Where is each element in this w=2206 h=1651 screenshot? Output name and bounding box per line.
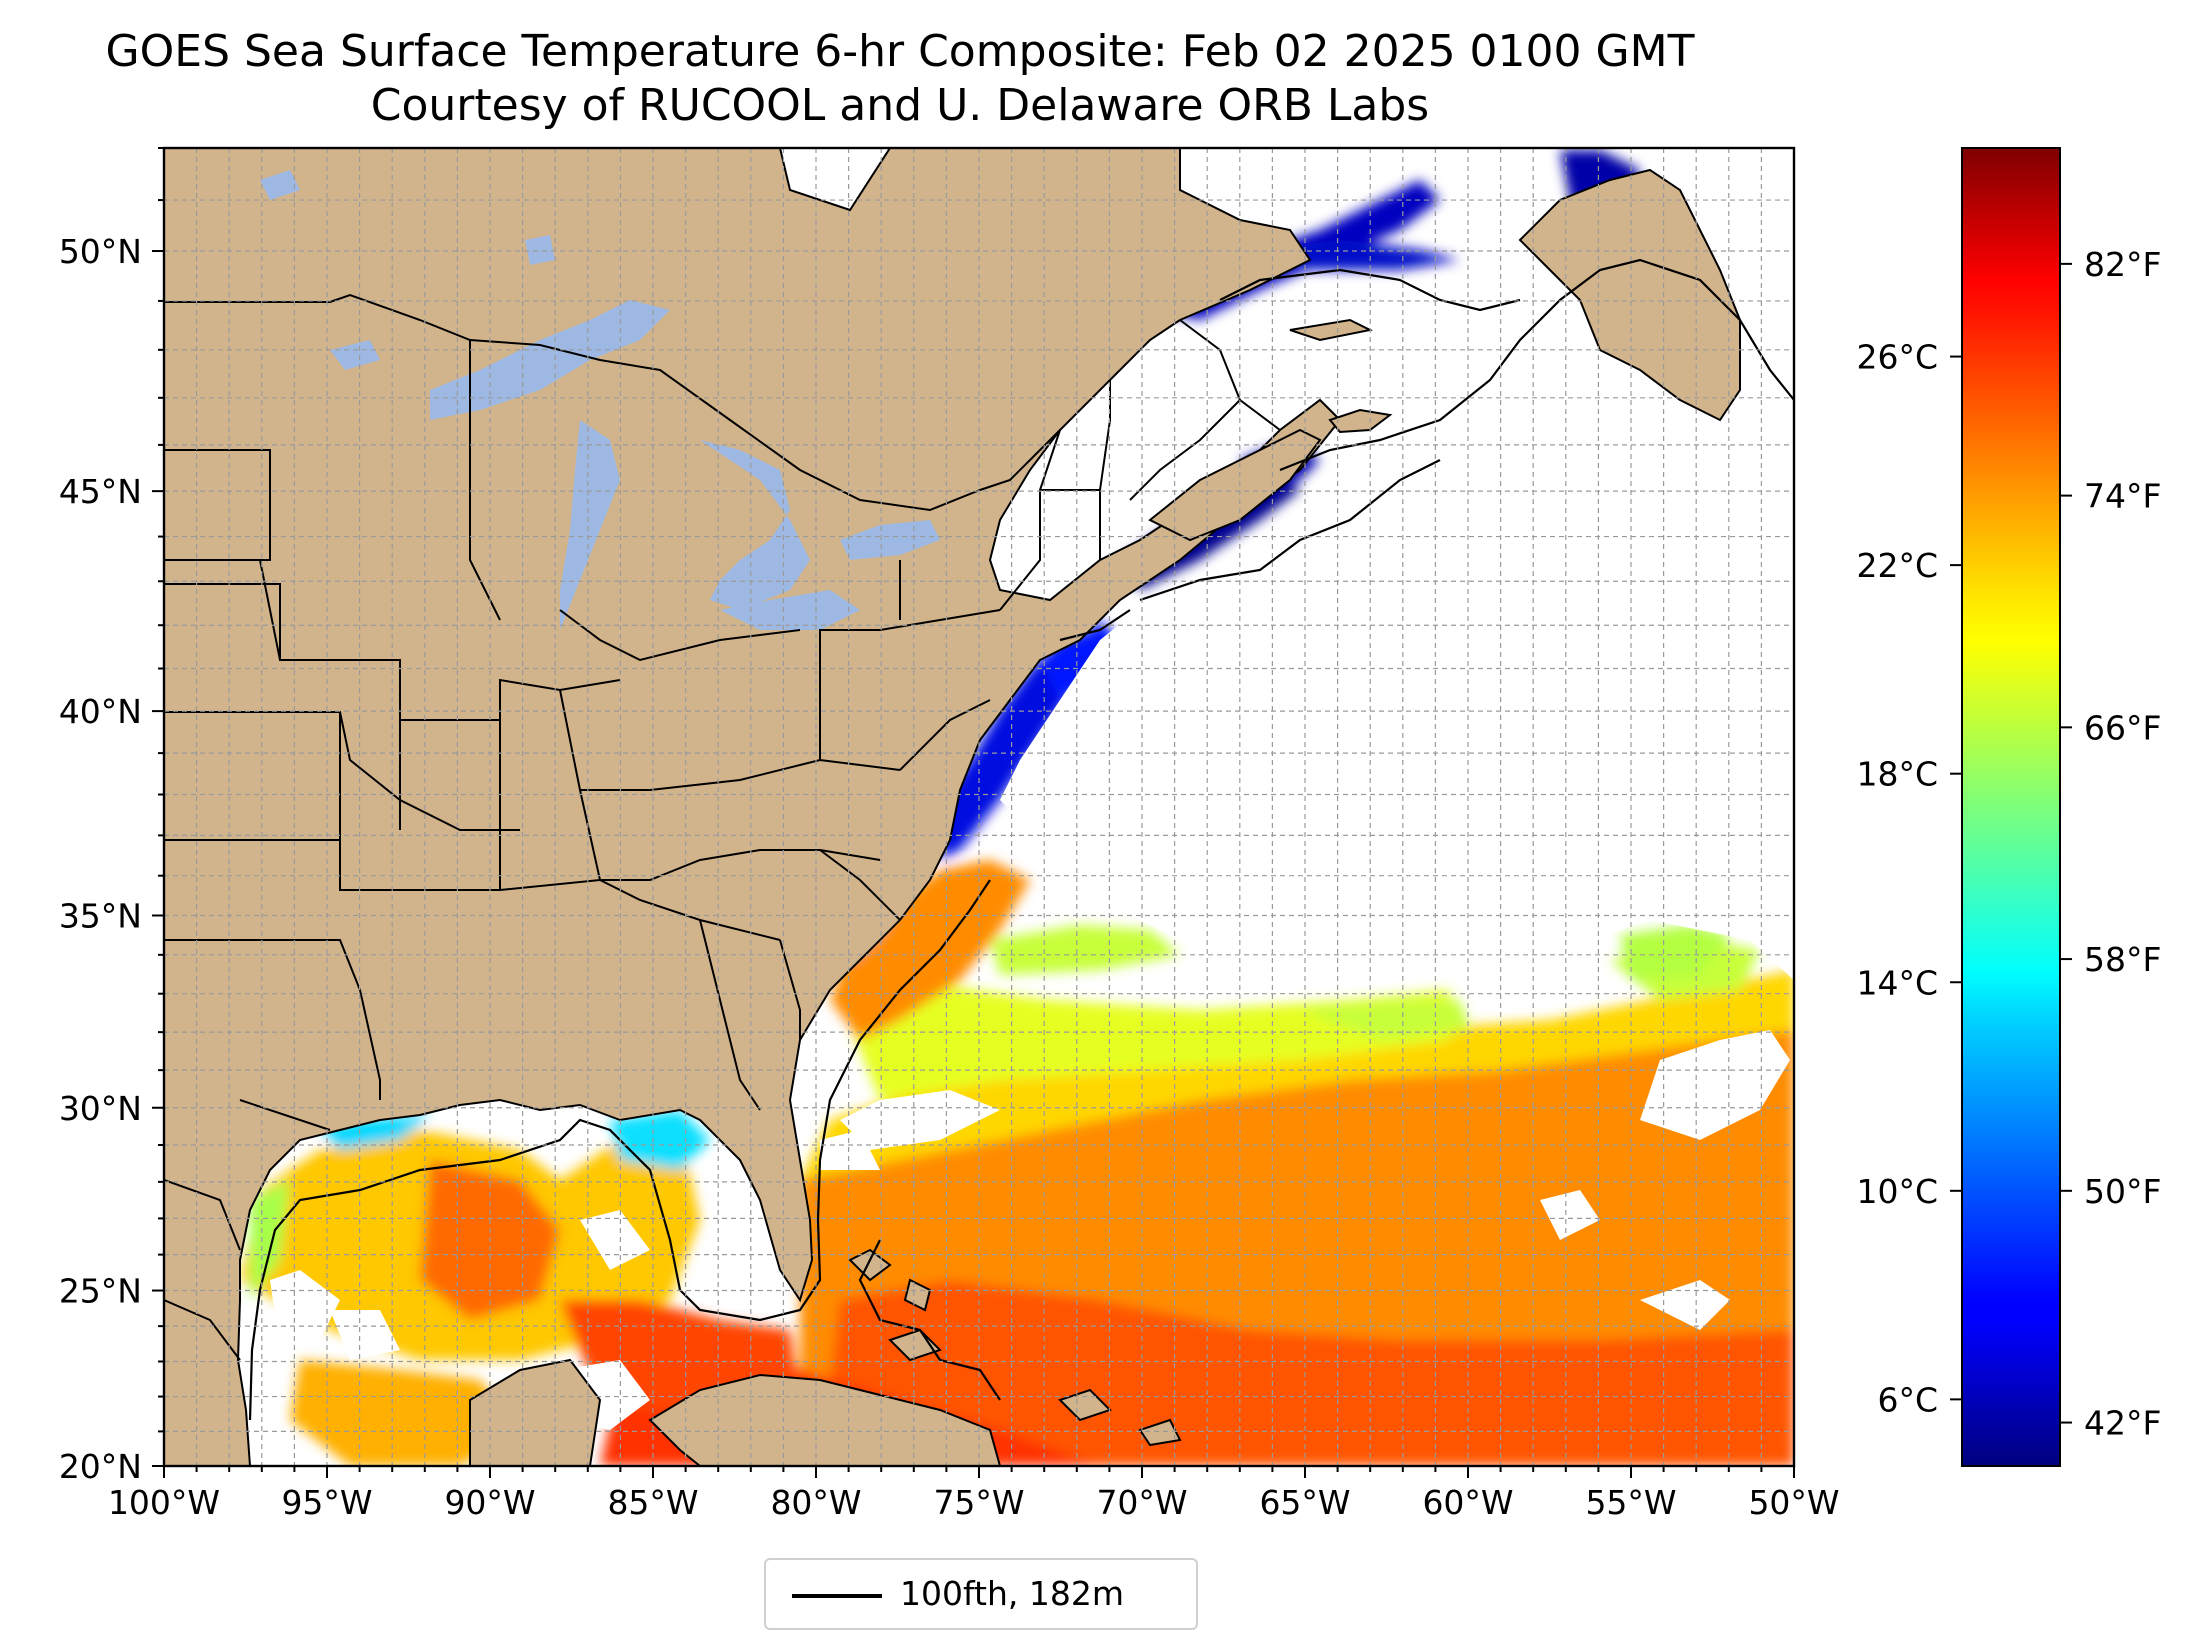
lon-tick-label: 100°W (108, 1483, 220, 1522)
isobath-100fth (248, 258, 1794, 1421)
lon-tick-label: 65°W (1259, 1483, 1350, 1522)
colorbar-f-label: 82°F (2084, 245, 2161, 284)
colorbar-c-label: 26°C (1856, 338, 1938, 377)
lat-tick-label: 40°N (59, 692, 142, 731)
colorbar-f-label: 66°F (2084, 708, 2161, 747)
colorbar-c-label: 18°C (1856, 755, 1938, 794)
lon-tick-label: 50°W (1748, 1483, 1839, 1522)
colorbar-c-label: 6°C (1877, 1380, 1938, 1419)
map-axis-labels: 100°W 95°W 90°W 85°W 80°W 75°W 70°W 65°W 60°W 55°… (59, 232, 1840, 1522)
colorbar-f-label: 42°F (2084, 1404, 2161, 1443)
legend: 100fth, 182m (764, 1558, 1198, 1630)
graticule (164, 148, 1794, 1466)
colorbar-f-label: 58°F (2084, 940, 2161, 979)
colorbar-f-label: 50°F (2084, 1172, 2161, 1211)
map-axis-ticks (152, 147, 1795, 1478)
lon-tick-label: 60°W (1422, 1483, 1513, 1522)
colorbar (1961, 147, 2061, 1467)
lon-tick-label: 70°W (1096, 1483, 1187, 1522)
colorbar-c-label: 10°C (1856, 1172, 1938, 1211)
legend-line-swatch (792, 1594, 882, 1598)
colorbar-c-label: 22°C (1856, 546, 1938, 585)
lat-tick-label: 20°N (59, 1447, 142, 1486)
lat-tick-label: 45°N (59, 472, 142, 511)
lat-tick-label: 30°N (59, 1089, 142, 1128)
colorbar-ticks (1950, 262, 2072, 1424)
lat-tick-label: 50°N (59, 232, 142, 271)
lat-tick-label: 25°N (59, 1272, 142, 1311)
political-borders (164, 293, 1281, 1361)
map-subtitle: Courtesy of RUCOOL and U. Delaware ORB L… (370, 80, 1430, 131)
lon-tick-label: 55°W (1585, 1483, 1676, 1522)
colorbar-labels: 42°F 50°F 58°F 66°F 74°F 82°F 6°C 10°C 14°C 18°C 2… (1856, 245, 2161, 1443)
legend-label: 100fth, 182m (900, 1574, 1124, 1613)
lon-tick-label: 80°W (770, 1483, 861, 1522)
lon-tick-label: 85°W (607, 1483, 698, 1522)
map-area (164, 148, 1794, 1466)
cloud-mask (270, 480, 1794, 1430)
great-lakes (260, 170, 940, 630)
lon-tick-label: 95°W (281, 1483, 372, 1522)
lat-tick-label: 35°N (59, 897, 142, 936)
land (164, 148, 1741, 1466)
lon-tick-label: 75°W (933, 1483, 1024, 1522)
colorbar-c-label: 14°C (1856, 963, 1938, 1002)
map-title: GOES Sea Surface Temperature 6-hr Compos… (105, 26, 1695, 77)
colorbar-f-label: 74°F (2084, 477, 2161, 516)
lon-tick-label: 90°W (444, 1483, 535, 1522)
